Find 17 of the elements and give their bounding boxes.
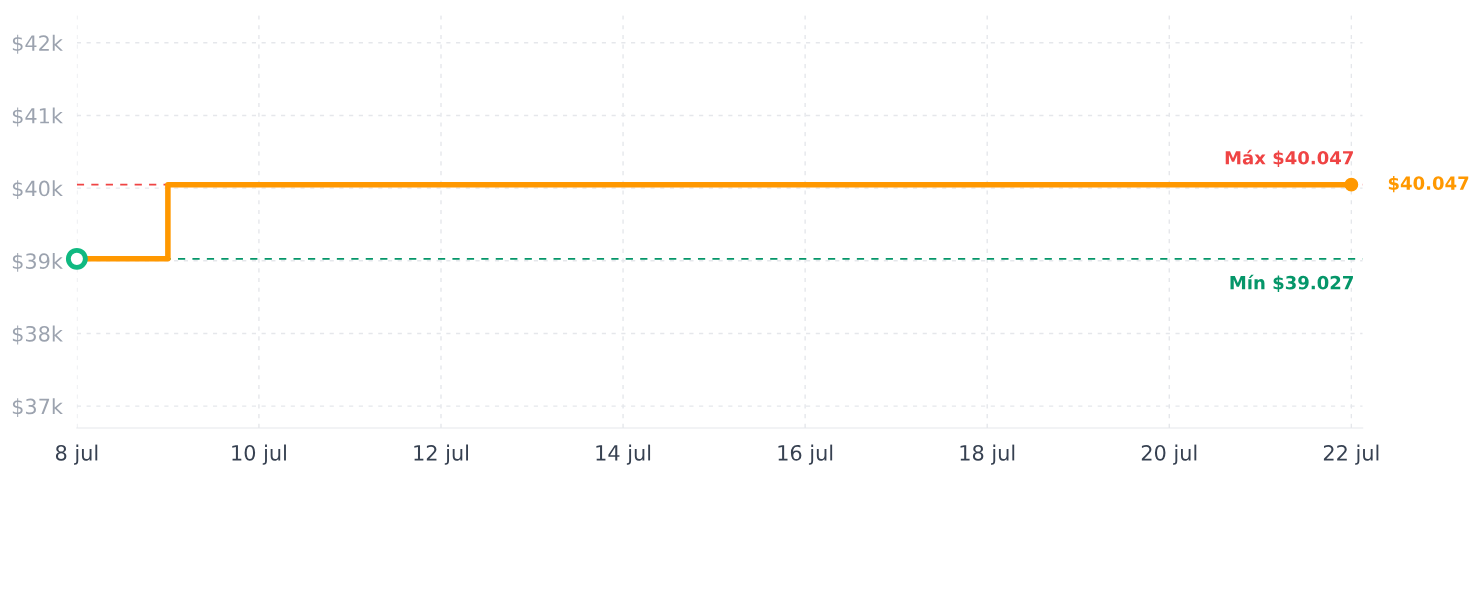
y-tick-label: $39k bbox=[12, 252, 63, 272]
ref-line-label: Mín $39.027 bbox=[1230, 274, 1353, 292]
x-tick-label: 18 jul bbox=[960, 444, 1015, 465]
x-tick-label: 8 jul bbox=[55, 444, 98, 465]
x-tick-label: 12 jul bbox=[414, 444, 468, 465]
y-tick-label: $40k bbox=[12, 180, 63, 200]
y-tick-label: $38k bbox=[12, 325, 63, 345]
x-tick-label: 20 jul bbox=[1141, 444, 1197, 465]
y-tick-label: $41k bbox=[12, 107, 63, 127]
y-tick-label: $37k bbox=[12, 398, 63, 418]
ref-line-label: Máx $40.047 bbox=[1225, 149, 1353, 167]
annotation: $40.047 bbox=[1388, 175, 1469, 193]
y-tick-label: $42k bbox=[12, 34, 63, 54]
x-tick-label: 14 jul bbox=[596, 444, 651, 465]
x-tick-label: 16 jul bbox=[778, 444, 833, 465]
x-tick-label: 22 jul bbox=[1323, 444, 1379, 465]
x-tick-label: 10 jul bbox=[232, 444, 286, 465]
